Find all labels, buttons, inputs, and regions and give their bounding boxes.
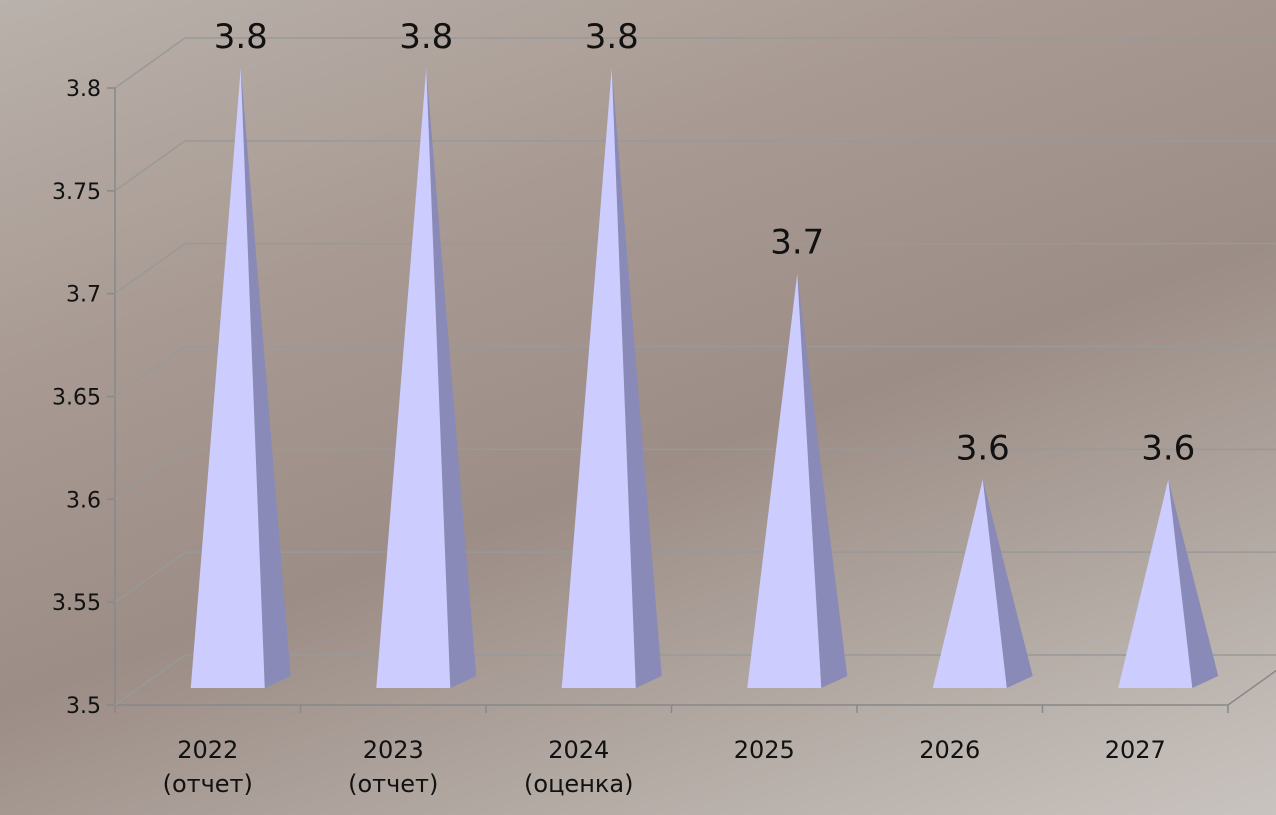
x-axis-depth xyxy=(1227,669,1276,706)
grid-line xyxy=(114,37,186,89)
value-label: 3.8 xyxy=(399,17,453,57)
x-tick-label: 2026 xyxy=(919,736,981,764)
x-tick-label: 2027 xyxy=(1104,736,1166,764)
value-label: 3.8 xyxy=(214,17,268,57)
grid-line xyxy=(114,654,186,706)
pyramid xyxy=(561,68,636,688)
x-tick-label: 2025 xyxy=(733,736,795,764)
pyramid-side xyxy=(982,479,1033,688)
pyramid-side xyxy=(797,273,848,688)
grid-line xyxy=(114,345,186,398)
pyramid xyxy=(747,273,822,688)
grid-line xyxy=(114,551,186,603)
pyramid-side xyxy=(240,68,291,688)
pyramid xyxy=(932,479,1007,688)
pyramid-side xyxy=(611,68,662,688)
pyramid xyxy=(376,68,451,688)
y-tick-label: 3.6 xyxy=(66,488,101,513)
y-tick-label: 3.55 xyxy=(52,591,101,616)
y-tick-label: 3.65 xyxy=(52,386,101,411)
x-tick-label: 2022 (отчет) xyxy=(162,736,253,798)
value-label: 3.8 xyxy=(585,17,639,57)
value-label: 3.7 xyxy=(770,223,824,263)
grid-line xyxy=(114,448,186,500)
grid-line xyxy=(114,243,186,295)
x-tick-label: 2024 (оценка) xyxy=(524,736,634,798)
y-tick-label: 3.75 xyxy=(52,180,101,205)
pyramid xyxy=(190,68,265,688)
pyramid xyxy=(1118,479,1193,688)
pyramid-side xyxy=(1168,479,1219,688)
y-tick-label: 3.7 xyxy=(66,283,101,308)
y-tick-label: 3.5 xyxy=(66,694,101,719)
pyramid-side xyxy=(426,68,477,688)
value-label: 3.6 xyxy=(956,428,1010,468)
y-tick-label: 3.8 xyxy=(66,77,101,102)
value-label: 3.6 xyxy=(1141,428,1195,468)
grid-line xyxy=(114,140,186,192)
x-tick-label: 2023 (отчет) xyxy=(348,736,439,798)
